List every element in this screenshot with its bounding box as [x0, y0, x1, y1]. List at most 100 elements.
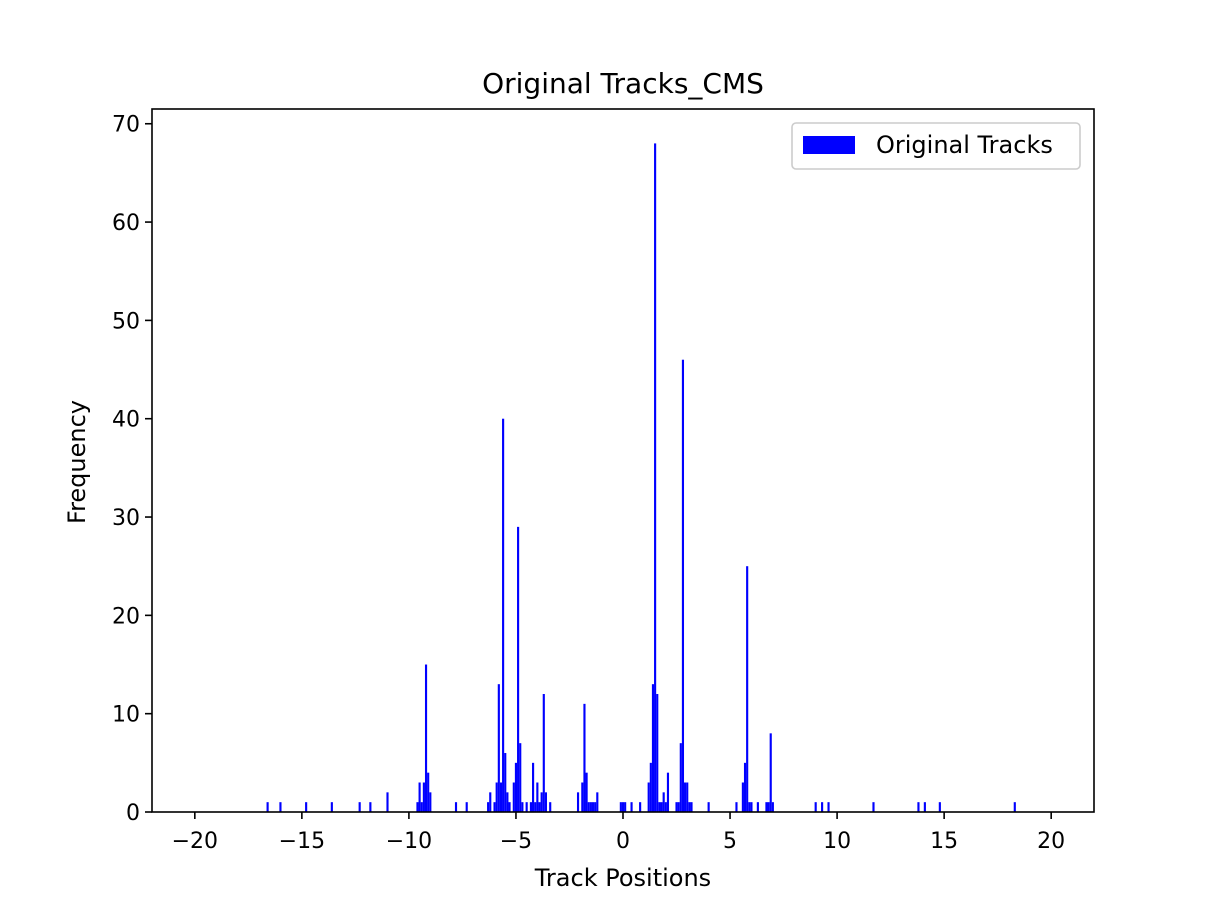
histogram-bar	[508, 802, 511, 812]
histogram-bar	[1013, 802, 1016, 812]
histogram-bar	[369, 802, 372, 812]
histogram-bar	[502, 418, 505, 812]
histogram-bar	[686, 782, 689, 812]
histogram-bar	[619, 802, 622, 812]
histogram-bar	[519, 743, 522, 812]
histogram-bar	[827, 802, 830, 812]
histogram-bar	[534, 802, 537, 812]
histogram-bar	[666, 772, 670, 812]
histogram-bar	[656, 694, 659, 812]
histogram-bar	[594, 802, 597, 812]
histogram-bar	[677, 802, 680, 812]
histogram-bar	[917, 802, 920, 812]
y-tick-label: 10	[112, 703, 140, 728]
histogram-bar	[416, 802, 419, 812]
histogram-bar	[506, 792, 509, 812]
x-tick-label: −20	[172, 829, 218, 854]
histogram-bar	[422, 782, 425, 812]
histogram-bar	[418, 782, 421, 812]
histogram-bar	[279, 802, 282, 812]
histogram-bar	[495, 782, 498, 812]
histogram-bar	[647, 782, 650, 812]
histogram-bar	[493, 802, 496, 812]
histogram-bar	[690, 802, 693, 812]
histogram-bar	[521, 802, 524, 812]
histogram-bar	[424, 664, 428, 812]
x-tick-label: 5	[723, 829, 737, 854]
histogram-bar	[465, 802, 468, 812]
histogram-bar	[499, 782, 503, 812]
histogram-bar	[540, 792, 543, 812]
histogram-bar	[489, 792, 492, 812]
histogram-bar	[624, 802, 627, 812]
histogram-bar	[746, 566, 749, 812]
histogram-bar	[591, 802, 595, 812]
histogram-bar	[525, 802, 528, 812]
histogram-bar	[596, 792, 599, 812]
histogram-bar	[938, 802, 941, 812]
histogram-bar	[542, 694, 545, 812]
histogram-bar	[654, 143, 657, 812]
chart-title: Original Tracks_CMS	[482, 67, 764, 100]
legend-box	[791, 122, 1081, 170]
x-tick-label: −15	[279, 829, 325, 854]
histogram-bar	[487, 802, 490, 812]
histogram-bar	[514, 762, 518, 812]
y-axis-ticks: 0 10 20 30 40 50 60 70	[112, 113, 152, 826]
y-tick-label: 30	[112, 506, 140, 531]
histogram-bar	[587, 802, 590, 812]
histogram-bar	[660, 802, 663, 812]
histogram-bar	[821, 802, 824, 812]
y-tick-label: 20	[112, 604, 140, 629]
x-tick-label: 15	[930, 829, 958, 854]
histogram-bar	[504, 753, 507, 812]
y-tick-label: 60	[112, 211, 140, 236]
x-tick-label: 0	[616, 829, 630, 854]
histogram-bar	[684, 782, 687, 812]
histogram-bar	[750, 802, 753, 812]
histogram-bar	[662, 792, 665, 812]
y-tick-label: 40	[112, 408, 140, 433]
bars-group	[266, 143, 1016, 812]
histogram-bar	[649, 762, 652, 812]
legend: Original Tracks	[791, 122, 1081, 170]
histogram-bar	[923, 802, 926, 812]
histogram-bar	[707, 802, 710, 812]
y-tick-label: 70	[112, 113, 140, 138]
x-tick-label: 10	[823, 829, 851, 854]
histogram-bar	[576, 792, 580, 812]
x-axis-label: Track Positions	[534, 864, 711, 892]
histogram-bar	[630, 802, 633, 812]
y-tick-label: 0	[126, 801, 140, 826]
histogram-bar	[544, 792, 547, 812]
histogram-bar	[658, 802, 661, 812]
histogram-bar	[538, 802, 541, 812]
histogram-bar	[679, 743, 682, 812]
histogram-bar	[529, 802, 533, 812]
histogram-bar	[589, 802, 592, 812]
histogram-bar	[532, 762, 535, 812]
histogram-bar	[305, 802, 308, 812]
histogram-bar	[651, 684, 655, 812]
histogram-bar	[735, 802, 738, 812]
x-tick-label: −5	[500, 829, 532, 854]
histogram-bar	[330, 802, 333, 812]
y-axis-label: Frequency	[63, 400, 91, 524]
histogram-bar	[581, 782, 584, 812]
histogram-bar	[872, 802, 875, 812]
histogram-bar	[741, 782, 744, 812]
x-axis-ticks: −20 −15 −10 −5 0 5 10 15 20	[172, 812, 1065, 854]
histogram-bar	[681, 359, 685, 812]
histogram-bar	[814, 802, 817, 812]
histogram-bar	[358, 802, 361, 812]
histogram-bar	[549, 802, 552, 812]
histogram-bar	[517, 526, 520, 812]
histogram-bar	[765, 802, 768, 812]
histogram-bar	[497, 684, 500, 812]
histogram-bar	[583, 703, 586, 812]
histogram-bar	[675, 802, 678, 812]
x-tick-label: 20	[1037, 829, 1065, 854]
histogram-bar	[266, 802, 269, 812]
legend-swatch	[803, 136, 855, 154]
